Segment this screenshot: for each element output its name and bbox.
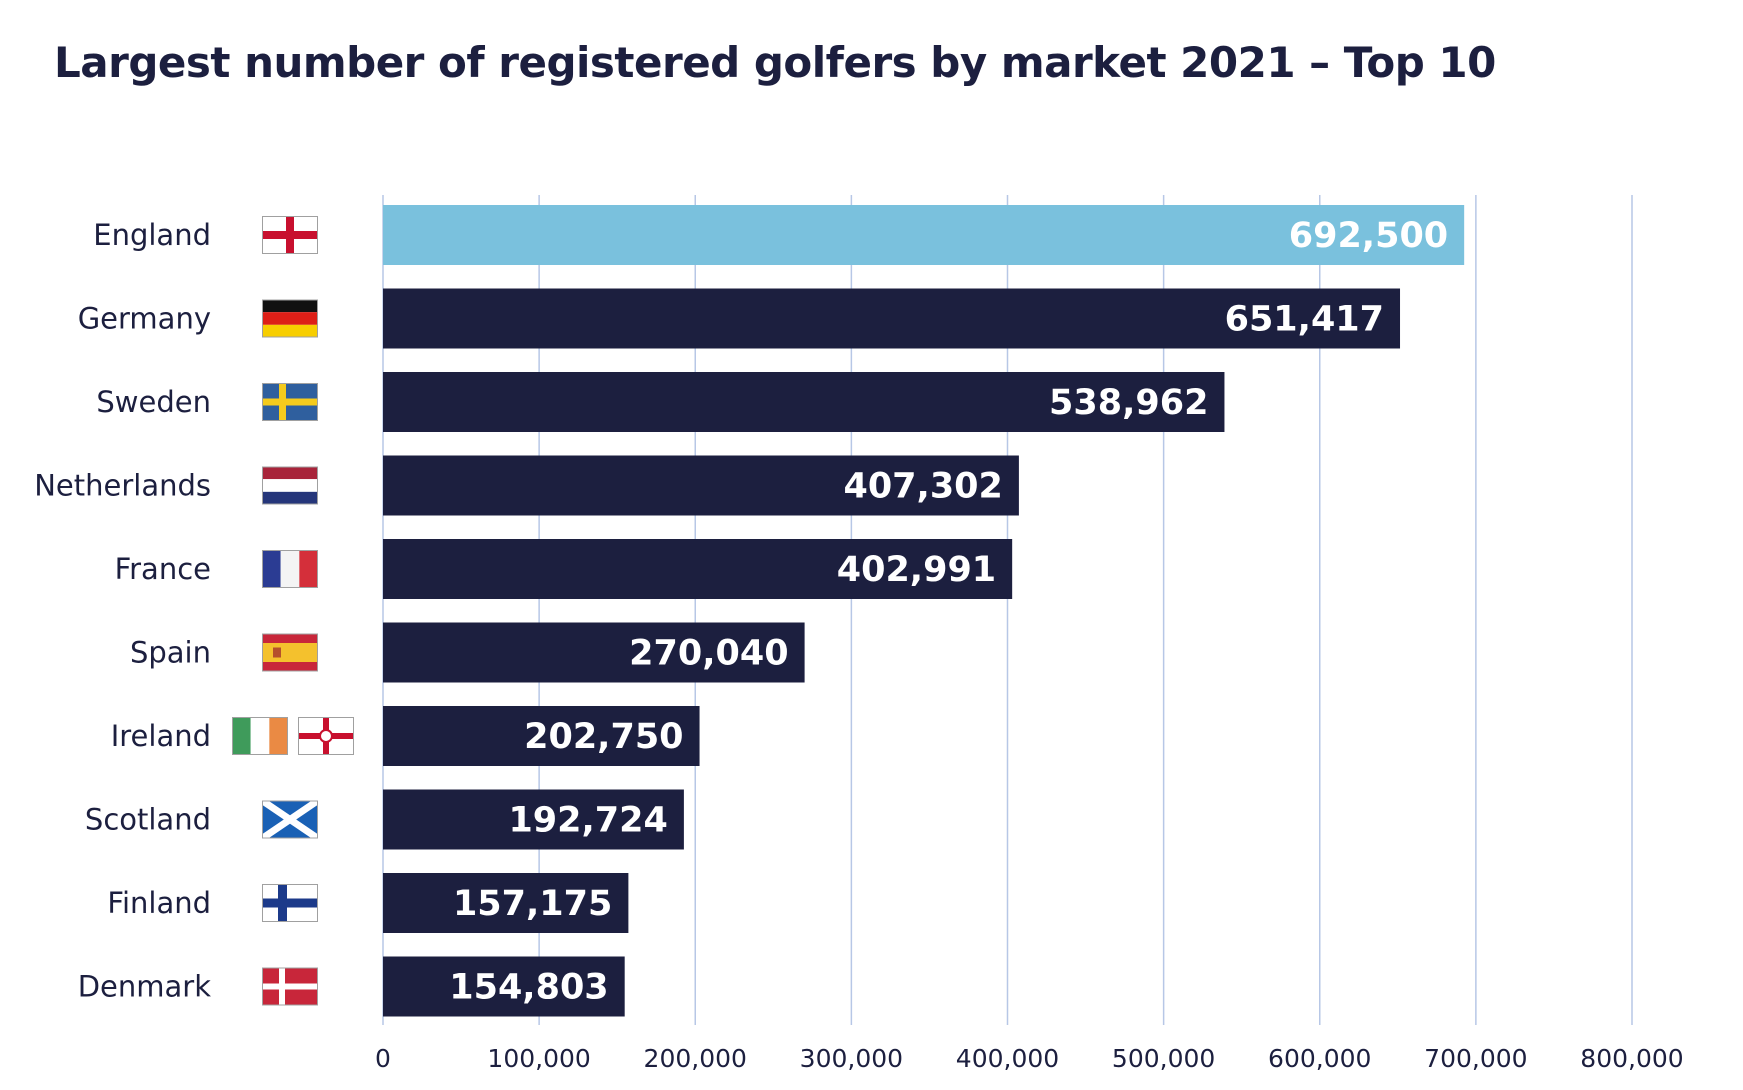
bar-england [383,205,1465,265]
bar-sweden [383,372,1225,432]
sweden-flag-icon [262,383,318,421]
category-label: Ireland [111,719,211,753]
x-tick-label: 100,000 [487,1044,590,1073]
x-tick-label: 600,000 [1268,1044,1371,1073]
chart-title: Largest number of registered golfers by … [54,38,1496,87]
bar-finland [383,873,629,933]
value-label: 402,991 [837,550,996,590]
category-label: France [115,552,211,586]
bar-denmark [383,956,625,1017]
bar-scotland [383,789,684,850]
bar-spain [383,622,805,683]
finland-flag-icon [262,884,318,922]
bar-germany [383,288,1401,349]
x-tick-label: 700,000 [1424,1044,1527,1073]
bar-ireland [383,706,700,766]
x-tick-label: 200,000 [644,1044,747,1073]
value-label: 202,750 [524,717,683,757]
value-label: 407,302 [843,467,1002,507]
netherlands-flag-icon [262,466,318,505]
spain-flag-icon [262,633,318,672]
value-label: 270,040 [629,634,788,674]
category-label: Netherlands [34,469,211,503]
value-label: 154,803 [449,968,608,1008]
england-flag-icon [262,216,318,254]
x-tick-label: 800,000 [1580,1044,1683,1073]
northern-ireland-flag-icon [298,717,354,755]
value-label: 192,724 [508,801,667,841]
france-flag-icon [262,550,318,588]
x-tick-label: 0 [375,1044,391,1073]
category-label: Scotland [85,803,211,837]
category-label: Finland [107,886,211,920]
bar-france [383,539,1013,599]
x-tick-label: 500,000 [1112,1044,1215,1073]
category-labels: England Germany Sweden Netherlands France Spa… [34,218,211,1004]
x-tick-label: 400,000 [956,1044,1059,1073]
bars: 692,500 651,417 538,962 407,302 402,991 270,0… [383,205,1465,1017]
bar-netherlands [383,455,1019,516]
value-label: 538,962 [1049,383,1208,423]
ireland-flag-icon [232,717,288,755]
germany-flag-icon [262,299,318,338]
x-axis-ticks: 0 100,000 200,000 300,000 400,000 500,000 600,… [375,1044,1684,1073]
category-label: Denmark [78,970,211,1004]
value-label: 157,175 [453,884,612,924]
denmark-flag-icon [262,967,318,1006]
value-label: 651,417 [1225,300,1384,340]
category-label: England [93,218,211,252]
flags [232,216,354,1006]
value-label: 692,500 [1289,216,1448,256]
category-label: Germany [78,302,211,336]
category-label: Spain [130,636,211,670]
scotland-flag-icon [260,797,320,842]
category-label: Sweden [96,385,211,419]
x-tick-label: 300,000 [800,1044,903,1073]
